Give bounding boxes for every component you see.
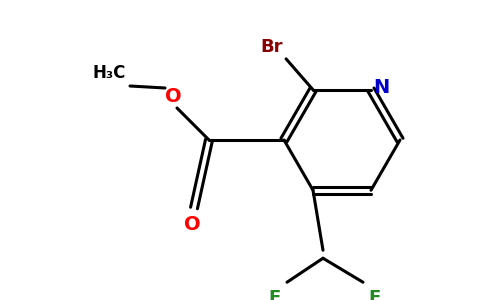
Text: O: O xyxy=(165,86,182,106)
Text: O: O xyxy=(184,214,200,233)
Text: F: F xyxy=(369,289,381,300)
Text: N: N xyxy=(373,78,389,97)
Text: H₃C: H₃C xyxy=(92,64,126,82)
Text: F: F xyxy=(269,289,281,300)
Text: Br: Br xyxy=(261,38,283,56)
